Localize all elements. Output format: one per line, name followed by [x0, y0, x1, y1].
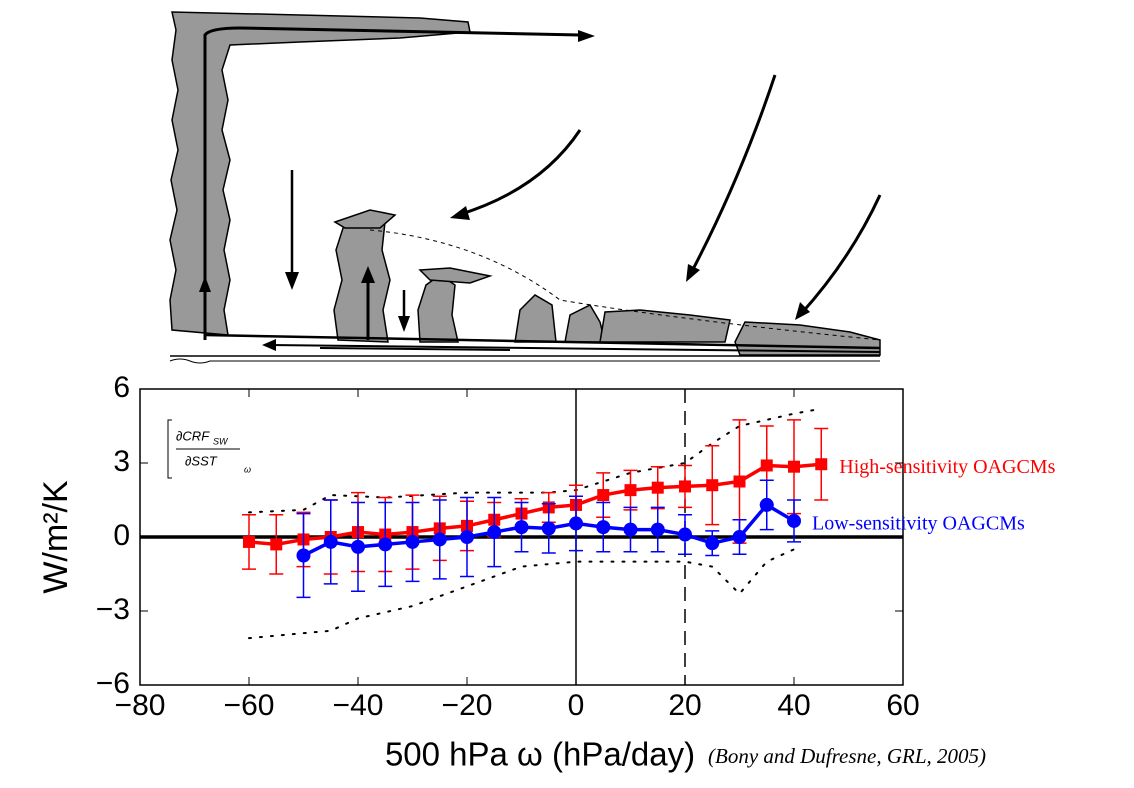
marker [678, 527, 692, 542]
marker [733, 475, 746, 488]
marker [759, 497, 774, 512]
series-line [248, 462, 822, 547]
y-tick-label: −6 [96, 667, 130, 700]
marker [788, 460, 800, 473]
envelope [248, 407, 823, 514]
y-tick-label: 6 [113, 371, 130, 404]
marker [569, 516, 583, 531]
marker [323, 534, 338, 549]
diagram-arrowheads [199, 30, 810, 351]
marker [732, 530, 747, 544]
y-axis-label: W/m²/K [37, 480, 75, 594]
marker [432, 532, 447, 547]
marker [623, 522, 638, 537]
legend-label: Low-sensitivity OAGCMs [812, 513, 1025, 535]
envelope [248, 548, 795, 640]
diagram-lines [169, 26, 882, 364]
marker [541, 521, 556, 536]
formula-sub: ω [244, 464, 251, 474]
bracket [167, 419, 172, 479]
x-tick-label: −40 [333, 689, 384, 722]
y-tick-label: 0 [113, 519, 130, 552]
x-tick-label: 60 [886, 689, 919, 722]
marker [705, 536, 720, 551]
marker [243, 535, 255, 548]
marker [815, 458, 828, 471]
x-tick-label: −60 [224, 689, 275, 722]
circulation-diagram [169, 11, 881, 356]
formula-numerator-sub: SW [213, 436, 229, 446]
x-tick-label: −80 [115, 689, 166, 722]
marker [597, 489, 610, 502]
marker [760, 459, 773, 472]
y-tick-label: −3 [96, 593, 130, 626]
formula-denominator: ∂SST [185, 453, 218, 468]
marker [378, 537, 393, 552]
citation: (Bony and Dufresne, GRL, 2005) [708, 744, 986, 768]
marker [624, 484, 637, 497]
formula: ∂CRF SW ∂SST ω [167, 419, 251, 479]
marker [650, 522, 665, 537]
marker [596, 520, 611, 535]
marker [651, 481, 664, 494]
marker [787, 513, 801, 528]
x-tick-label: 0 [568, 689, 585, 722]
marker [460, 530, 474, 544]
x-tick-label: 20 [668, 689, 701, 722]
marker [270, 538, 283, 551]
marker [487, 525, 502, 540]
formula-numerator: ∂CRF [176, 428, 210, 443]
marker [679, 480, 691, 493]
legend-label: High-sensitivity OAGCMs [839, 456, 1055, 478]
marker [296, 548, 311, 563]
x-tick-label: −20 [442, 689, 493, 722]
y-tick-label: 3 [113, 445, 130, 478]
marker [405, 534, 420, 549]
marker [514, 520, 529, 535]
x-tick-label: 40 [777, 689, 810, 722]
x-axis-label: 500 hPa ω (hPa/day) [385, 736, 695, 773]
marker [351, 539, 365, 554]
marker [706, 479, 719, 492]
